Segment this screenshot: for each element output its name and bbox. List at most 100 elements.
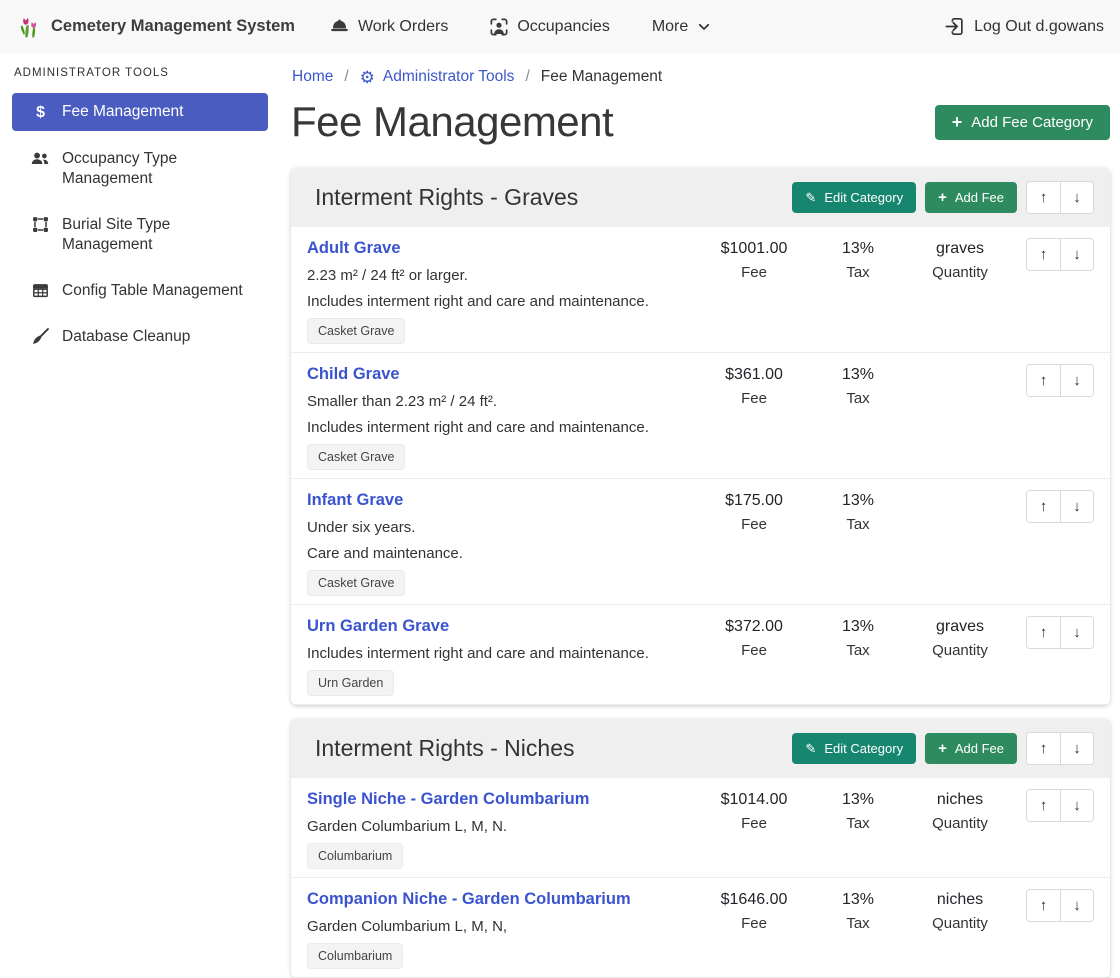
sidebar-item-label: Fee Management	[62, 103, 184, 120]
fee-amount-column: $361.00 Fee	[700, 364, 808, 407]
sidebar-item-label: Occupancy Type Management	[62, 150, 178, 187]
app-brand[interactable]: Cemetery Management System	[16, 13, 295, 41]
fee-info: Child Grave Smaller than 2.23 m² / 24 ft…	[307, 364, 700, 470]
fee-type-badge: Columbarium	[307, 843, 404, 869]
arrow-up-icon: ↑	[1039, 246, 1048, 263]
fee-quantity-label: Quantity	[932, 642, 988, 659]
edit-category-button[interactable]: ✎ Edit Category	[792, 182, 917, 213]
fee-quantity-value: niches	[936, 891, 984, 908]
fee-rows: Single Niche - Garden Columbarium Garden…	[291, 778, 1110, 978]
fee-reorder-group: ↑ ↓	[1026, 364, 1094, 397]
logout-link[interactable]: Log Out d.gowans	[945, 17, 1104, 36]
fee-info: Adult Grave 2.23 m² / 24 ft² or larger. I…	[307, 238, 700, 344]
sidebar-item-database-cleanup[interactable]: Database Cleanup	[12, 319, 268, 355]
fee-amount-column: $372.00 Fee	[700, 616, 808, 659]
move-fee-down-button[interactable]: ↓	[1060, 239, 1093, 270]
fee-tax-value: 13%	[841, 791, 875, 808]
pencil-icon: ✎	[805, 190, 817, 205]
breadcrumb-admin-tools-link[interactable]: ⚙ Administrator Tools	[360, 68, 515, 86]
move-category-up-button[interactable]: ↑	[1027, 182, 1060, 213]
breadcrumb-separator: /	[525, 68, 530, 85]
nav-item-work-orders[interactable]: Work Orders	[309, 0, 469, 53]
pencil-icon: ✎	[805, 741, 817, 756]
fee-tax-column: 13% Tax	[810, 238, 906, 281]
move-fee-up-button[interactable]: ↑	[1027, 491, 1060, 522]
move-fee-up-button[interactable]: ↑	[1027, 239, 1060, 270]
arrow-down-icon: ↓	[1073, 246, 1081, 263]
fee-reorder-group: ↑ ↓	[1026, 789, 1094, 822]
sidebar: ADMINISTRATOR TOOLS Fee Management Occup…	[0, 53, 280, 939]
fee-quantity-column	[906, 364, 1014, 371]
add-fee-button[interactable]: + Add Fee	[925, 733, 1017, 764]
nav-item-occupancies[interactable]: Occupancies	[469, 0, 631, 53]
plus-icon: +	[951, 112, 963, 132]
fee-quantity-value: graves	[935, 240, 985, 257]
add-fee-category-button[interactable]: + Add Fee Category	[934, 104, 1110, 140]
fee-amount-value: $1014.00	[720, 791, 788, 808]
move-fee-down-button[interactable]: ↓	[1060, 491, 1093, 522]
add-fee-button[interactable]: + Add Fee	[925, 182, 1017, 213]
fee-info: Urn Garden Grave Includes interment righ…	[307, 616, 700, 696]
person-badge-icon	[490, 18, 508, 36]
fee-reorder-group: ↑ ↓	[1026, 616, 1094, 649]
fee-tax-label: Tax	[846, 516, 870, 533]
fee-row: Child Grave Smaller than 2.23 m² / 24 ft…	[291, 353, 1110, 479]
move-fee-down-button[interactable]: ↓	[1060, 890, 1093, 921]
fee-name-link[interactable]: Companion Niche - Garden Columbarium	[307, 890, 631, 908]
fee-amount-column: $1001.00 Fee	[700, 238, 808, 281]
sidebar-item-config-table-management[interactable]: Config Table Management	[12, 273, 268, 309]
move-category-up-button[interactable]: ↑	[1027, 733, 1060, 764]
fee-name-link[interactable]: Adult Grave	[307, 239, 401, 257]
fee-type-badge: Urn Garden	[307, 670, 395, 696]
fee-tax-column: 13% Tax	[810, 364, 906, 407]
move-category-down-button[interactable]: ↓	[1060, 182, 1093, 213]
fee-amount-column: $1014.00 Fee	[700, 789, 808, 832]
fee-tax-label: Tax	[846, 264, 870, 281]
fee-reorder-group: ↑ ↓	[1026, 238, 1094, 271]
fee-row: Single Niche - Garden Columbarium Garden…	[291, 778, 1110, 878]
arrow-down-icon: ↓	[1073, 498, 1081, 515]
sidebar-item-fee-management[interactable]: Fee Management	[12, 93, 268, 131]
fee-description: Care and maintenance.	[307, 545, 463, 562]
fee-amount-label: Fee	[741, 390, 767, 407]
fee-name-link[interactable]: Urn Garden Grave	[307, 617, 450, 635]
fee-descriptions: Garden Columbarium L, M, N,	[307, 918, 700, 935]
nav-label: Occupancies	[517, 17, 610, 35]
fee-description: Garden Columbarium L, M, N,	[307, 918, 508, 935]
category-title: Interment Rights - Niches	[315, 735, 575, 761]
move-fee-up-button[interactable]: ↑	[1027, 790, 1060, 821]
move-fee-down-button[interactable]: ↓	[1060, 365, 1093, 396]
sidebar-item-occupancy-type-management[interactable]: Occupancy Type Management	[12, 141, 268, 197]
move-fee-up-button[interactable]: ↑	[1027, 890, 1060, 921]
fee-name-link[interactable]: Single Niche - Garden Columbarium	[307, 790, 590, 808]
fee-tax-label: Tax	[846, 390, 870, 407]
nav-label: Work Orders	[357, 17, 449, 35]
nav-item-more[interactable]: More	[631, 0, 732, 53]
fee-quantity-label: Quantity	[932, 264, 988, 281]
broom-icon	[30, 328, 50, 345]
fee-tax-value: 13%	[841, 891, 875, 908]
breadcrumb-home-link[interactable]: Home	[292, 68, 334, 85]
edit-category-button[interactable]: ✎ Edit Category	[792, 733, 917, 764]
sidebar-section-header: ADMINISTRATOR TOOLS	[14, 67, 169, 79]
sidebar-nav: Fee Management Occupancy Type Management…	[0, 93, 280, 355]
sidebar-item-burial-site-type-management[interactable]: Burial Site Type Management	[12, 207, 268, 263]
fee-name-link[interactable]: Child Grave	[307, 365, 400, 383]
fee-name-link[interactable]: Infant Grave	[307, 491, 404, 509]
fee-quantity-column: graves Quantity	[906, 238, 1014, 281]
category-actions: ✎ Edit Category + Add Fee ↑ ↓	[792, 181, 1094, 214]
sidebar-item-label: Config Table Management	[62, 282, 243, 299]
fee-descriptions: Smaller than 2.23 m² / 24 ft². Includes i…	[307, 393, 700, 436]
fee-amount-column: $1646.00 Fee	[700, 889, 808, 932]
fee-type-badge: Columbarium	[307, 943, 404, 969]
arrow-up-icon: ↑	[1039, 372, 1048, 389]
move-fee-up-button[interactable]: ↑	[1027, 365, 1060, 396]
move-category-down-button[interactable]: ↓	[1060, 733, 1093, 764]
fee-tax-label: Tax	[846, 815, 870, 832]
move-fee-down-button[interactable]: ↓	[1060, 617, 1093, 648]
fee-row: Infant Grave Under six years. Care and ma…	[291, 479, 1110, 605]
sidebar-item-label: Burial Site Type Management	[62, 216, 171, 253]
fee-descriptions: 2.23 m² / 24 ft² or larger. Includes inte…	[307, 267, 700, 310]
move-fee-down-button[interactable]: ↓	[1060, 790, 1093, 821]
move-fee-up-button[interactable]: ↑	[1027, 617, 1060, 648]
